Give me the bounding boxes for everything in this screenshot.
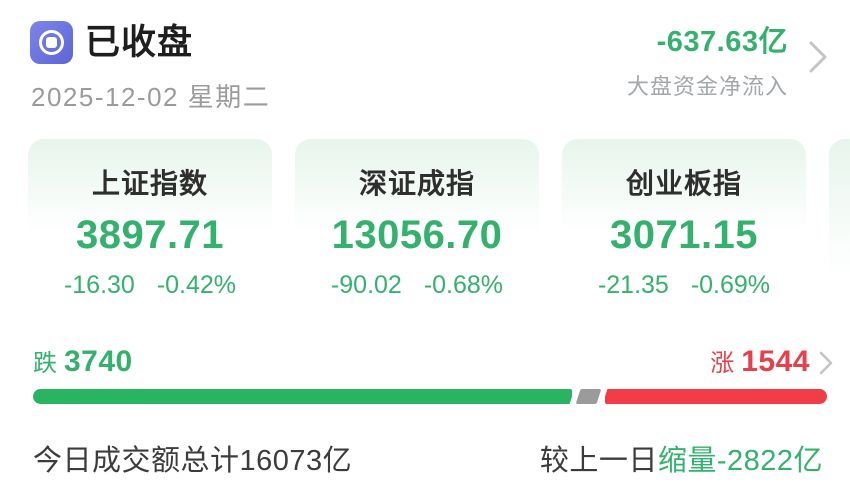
index-value: 3071.15	[609, 213, 759, 257]
index-change-pct: -0.69%	[690, 271, 771, 299]
comparison-highlight: 缩量-2822亿	[657, 445, 823, 477]
index-card-partial-peek[interactable]	[829, 139, 850, 311]
chevron-right-icon[interactable]	[806, 38, 830, 76]
index-name: 创业板指	[625, 168, 742, 199]
index-value: 13056.70	[331, 213, 503, 257]
advancers-stat: 涨 1544	[710, 343, 810, 379]
index-change: -16.30	[63, 271, 135, 299]
net-inflow-link[interactable]: -637.63亿 大盘资金净流入	[627, 18, 788, 101]
index-change-pct: -0.68%	[423, 271, 504, 299]
index-name: 深证成指	[358, 168, 475, 199]
advance-decline-bar	[33, 389, 827, 404]
advancers-count: 1544	[741, 345, 810, 378]
decliners-stat: 跌 3740	[33, 343, 133, 379]
decliners-count: 3740	[64, 345, 133, 378]
market-closed-badge-icon	[30, 21, 73, 64]
decliners-bar-segment	[33, 389, 572, 404]
volume-comparison-text: 较上一日缩量-2822亿	[540, 437, 823, 479]
decliners-label: 跌	[33, 350, 57, 377]
index-change-row: -90.02 -0.68%	[295, 271, 539, 300]
net-inflow-value: -637.63亿	[656, 26, 788, 58]
badge-ring-shape	[39, 30, 64, 55]
index-change: -21.35	[597, 271, 669, 299]
index-change-row: -16.30 -0.42%	[28, 271, 272, 300]
index-card-chinext[interactable]: 创业板指 3071.15 -21.35 -0.69%	[562, 139, 806, 311]
index-change-pct: -0.42%	[156, 271, 237, 299]
badge-core-shape	[46, 37, 57, 48]
index-cards-row: 上证指数 3897.71 -16.30 -0.42% 深证成指 13056.70…	[28, 139, 806, 311]
index-card-shenzhen[interactable]: 深证成指 13056.70 -90.02 -0.68%	[295, 139, 539, 311]
market-status-label: 已收盘	[85, 23, 194, 62]
index-value: 3897.71	[75, 213, 225, 257]
net-inflow-label: 大盘资金净流入	[626, 74, 788, 99]
index-card-shanghai[interactable]: 上证指数 3897.71 -16.30 -0.42%	[28, 139, 272, 311]
chevron-right-icon[interactable]	[817, 349, 835, 377]
turnover-total-text: 今日成交额总计16073亿	[33, 445, 353, 477]
index-change: -90.02	[330, 271, 402, 299]
advancers-bar-segment	[604, 389, 827, 404]
index-name: 上证指数	[91, 168, 208, 199]
advancers-label: 涨	[710, 350, 735, 377]
index-change-row: -21.35 -0.69%	[562, 271, 806, 300]
trade-date: 2025-12-02 星期二	[31, 82, 271, 112]
comparison-prefix: 较上一日	[539, 445, 658, 477]
